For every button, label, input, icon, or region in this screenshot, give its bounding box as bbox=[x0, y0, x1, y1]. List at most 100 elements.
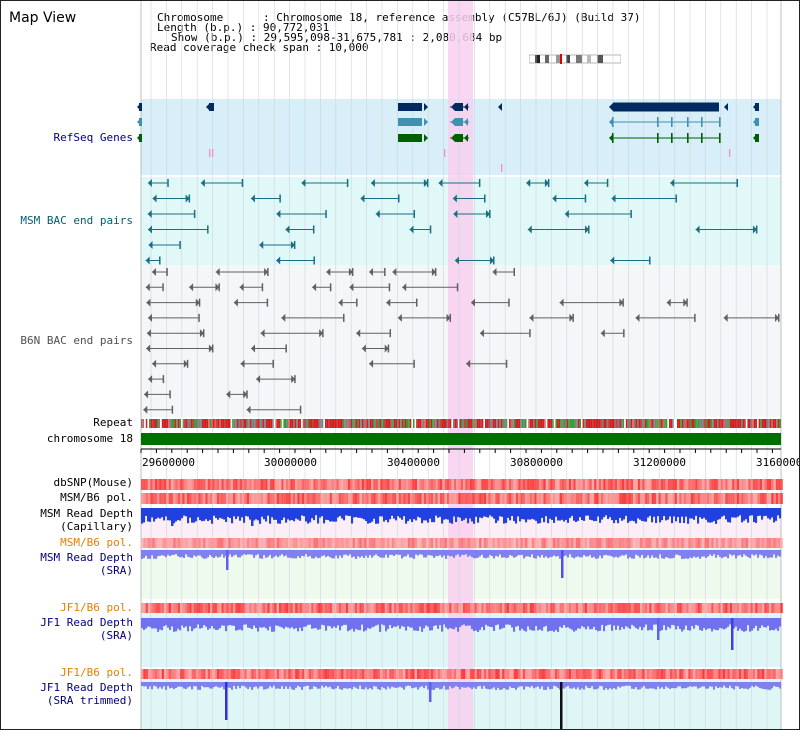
bac-end-feature[interactable] bbox=[375, 210, 380, 218]
gene-feature[interactable] bbox=[209, 103, 214, 111]
gene-feature[interactable] bbox=[613, 102, 719, 112]
gene-feature[interactable] bbox=[671, 117, 673, 127]
gene-arrow-feature[interactable] bbox=[424, 103, 428, 111]
bac-end-feature[interactable] bbox=[261, 283, 264, 292]
bac-end-feature[interactable] bbox=[266, 298, 269, 307]
bac-end-feature[interactable] bbox=[144, 390, 149, 399]
bac-end-feature[interactable] bbox=[146, 344, 151, 353]
bac-end-feature[interactable] bbox=[466, 359, 471, 368]
bac-end-feature[interactable] bbox=[312, 225, 315, 234]
bac-end-feature[interactable] bbox=[630, 210, 632, 218]
bac-end-feature[interactable] bbox=[397, 313, 402, 322]
bac-end-feature[interactable] bbox=[670, 179, 675, 187]
gene-feature[interactable] bbox=[209, 149, 211, 157]
gene-arrow-feature[interactable] bbox=[724, 103, 728, 111]
bac-end-feature[interactable] bbox=[143, 405, 148, 414]
bac-end-feature[interactable] bbox=[145, 256, 150, 265]
bac-end-feature[interactable] bbox=[346, 179, 349, 187]
bac-end-feature[interactable] bbox=[694, 313, 696, 322]
gene-feature[interactable] bbox=[139, 103, 142, 111]
bac-end-feature[interactable] bbox=[291, 375, 296, 384]
bac-end-feature[interactable] bbox=[148, 375, 153, 384]
bac-end-feature[interactable] bbox=[240, 359, 245, 368]
bac-end-feature[interactable] bbox=[369, 359, 374, 368]
bac-end-feature[interactable] bbox=[736, 179, 739, 187]
gene-feature[interactable] bbox=[444, 149, 446, 157]
bac-end-feature[interactable] bbox=[272, 359, 274, 368]
bac-end-feature[interactable] bbox=[402, 283, 407, 292]
bac-end-feature[interactable] bbox=[179, 241, 181, 249]
bac-end-feature[interactable] bbox=[239, 283, 244, 292]
bac-end-feature[interactable] bbox=[369, 268, 374, 276]
bac-end-feature[interactable] bbox=[189, 283, 194, 292]
bac-end-feature[interactable] bbox=[200, 179, 205, 187]
gene-arrow-feature[interactable] bbox=[451, 134, 455, 142]
gene-feature[interactable] bbox=[212, 149, 214, 157]
bac-end-feature[interactable] bbox=[529, 329, 531, 338]
bac-end-feature[interactable] bbox=[508, 298, 510, 307]
bac-end-feature[interactable] bbox=[301, 179, 306, 187]
bac-end-feature[interactable] bbox=[147, 179, 152, 187]
bac-end-feature[interactable] bbox=[152, 194, 157, 203]
bac-end-feature[interactable] bbox=[569, 313, 574, 322]
bac-end-feature[interactable] bbox=[185, 194, 190, 203]
bac-end-feature[interactable] bbox=[162, 283, 164, 292]
bac-end-feature[interactable] bbox=[260, 329, 265, 338]
bac-end-feature[interactable] bbox=[384, 268, 386, 276]
gene-feature[interactable] bbox=[455, 134, 463, 142]
bac-end-feature[interactable] bbox=[348, 268, 353, 276]
bac-end-feature[interactable] bbox=[584, 225, 589, 234]
gene-feature[interactable] bbox=[687, 117, 689, 127]
bac-end-feature[interactable] bbox=[145, 283, 150, 292]
gene-feature[interactable] bbox=[612, 117, 614, 127]
bac-end-feature[interactable] bbox=[199, 329, 204, 338]
bac-end-feature[interactable] bbox=[666, 298, 671, 307]
gene-feature[interactable] bbox=[755, 134, 759, 142]
bac-end-feature[interactable] bbox=[409, 225, 414, 234]
gene-feature[interactable] bbox=[455, 118, 463, 126]
gene-feature[interactable] bbox=[139, 118, 142, 126]
bac-end-feature[interactable] bbox=[649, 256, 651, 265]
bac-end-feature[interactable] bbox=[349, 283, 354, 292]
bac-end-feature[interactable] bbox=[215, 283, 220, 292]
bac-end-feature[interactable] bbox=[226, 390, 231, 399]
bac-end-feature[interactable] bbox=[326, 268, 331, 276]
gene-feature[interactable] bbox=[455, 103, 463, 111]
bac-end-feature[interactable] bbox=[752, 225, 757, 234]
chromosome-ideogram[interactable] bbox=[529, 54, 621, 64]
bac-end-feature[interactable] bbox=[250, 194, 255, 203]
bac-end-feature[interactable] bbox=[484, 194, 486, 203]
gene-arrow-feature[interactable] bbox=[464, 103, 468, 111]
bac-end-feature[interactable] bbox=[356, 329, 361, 338]
bac-end-feature[interactable] bbox=[431, 268, 436, 276]
bac-end-feature[interactable] bbox=[370, 179, 375, 187]
bac-end-feature[interactable] bbox=[623, 329, 625, 338]
bac-end-feature[interactable] bbox=[471, 298, 476, 307]
bac-end-feature[interactable] bbox=[146, 329, 151, 338]
bac-end-feature[interactable] bbox=[166, 268, 168, 276]
bac-end-feature[interactable] bbox=[313, 256, 315, 265]
bac-end-feature[interactable] bbox=[492, 268, 497, 276]
gene-feature[interactable] bbox=[139, 134, 142, 142]
bac-end-feature[interactable] bbox=[285, 344, 287, 353]
bac-end-feature[interactable] bbox=[600, 329, 605, 338]
bac-end-feature[interactable] bbox=[423, 179, 428, 187]
gene-arrow-feature[interactable] bbox=[451, 118, 455, 126]
bac-end-feature[interactable] bbox=[529, 313, 534, 322]
bac-end-feature[interactable] bbox=[527, 225, 532, 234]
bac-end-feature[interactable] bbox=[241, 179, 244, 187]
gene-feature[interactable] bbox=[398, 134, 422, 142]
bac-end-feature[interactable] bbox=[611, 194, 616, 203]
bac-end-feature[interactable] bbox=[513, 268, 515, 276]
bac-end-feature[interactable] bbox=[171, 405, 174, 414]
bac-end-feature[interactable] bbox=[584, 194, 587, 203]
bac-end-feature[interactable] bbox=[454, 256, 459, 265]
bac-end-feature[interactable] bbox=[584, 179, 589, 187]
bac-end-feature[interactable] bbox=[159, 256, 161, 265]
gene-feature[interactable] bbox=[719, 133, 721, 143]
bac-end-feature[interactable] bbox=[195, 298, 200, 307]
bac-end-feature[interactable] bbox=[148, 241, 153, 249]
bac-end-feature[interactable] bbox=[152, 359, 157, 368]
gene-arrow-feature[interactable] bbox=[451, 103, 455, 111]
bac-end-feature[interactable] bbox=[338, 298, 343, 307]
